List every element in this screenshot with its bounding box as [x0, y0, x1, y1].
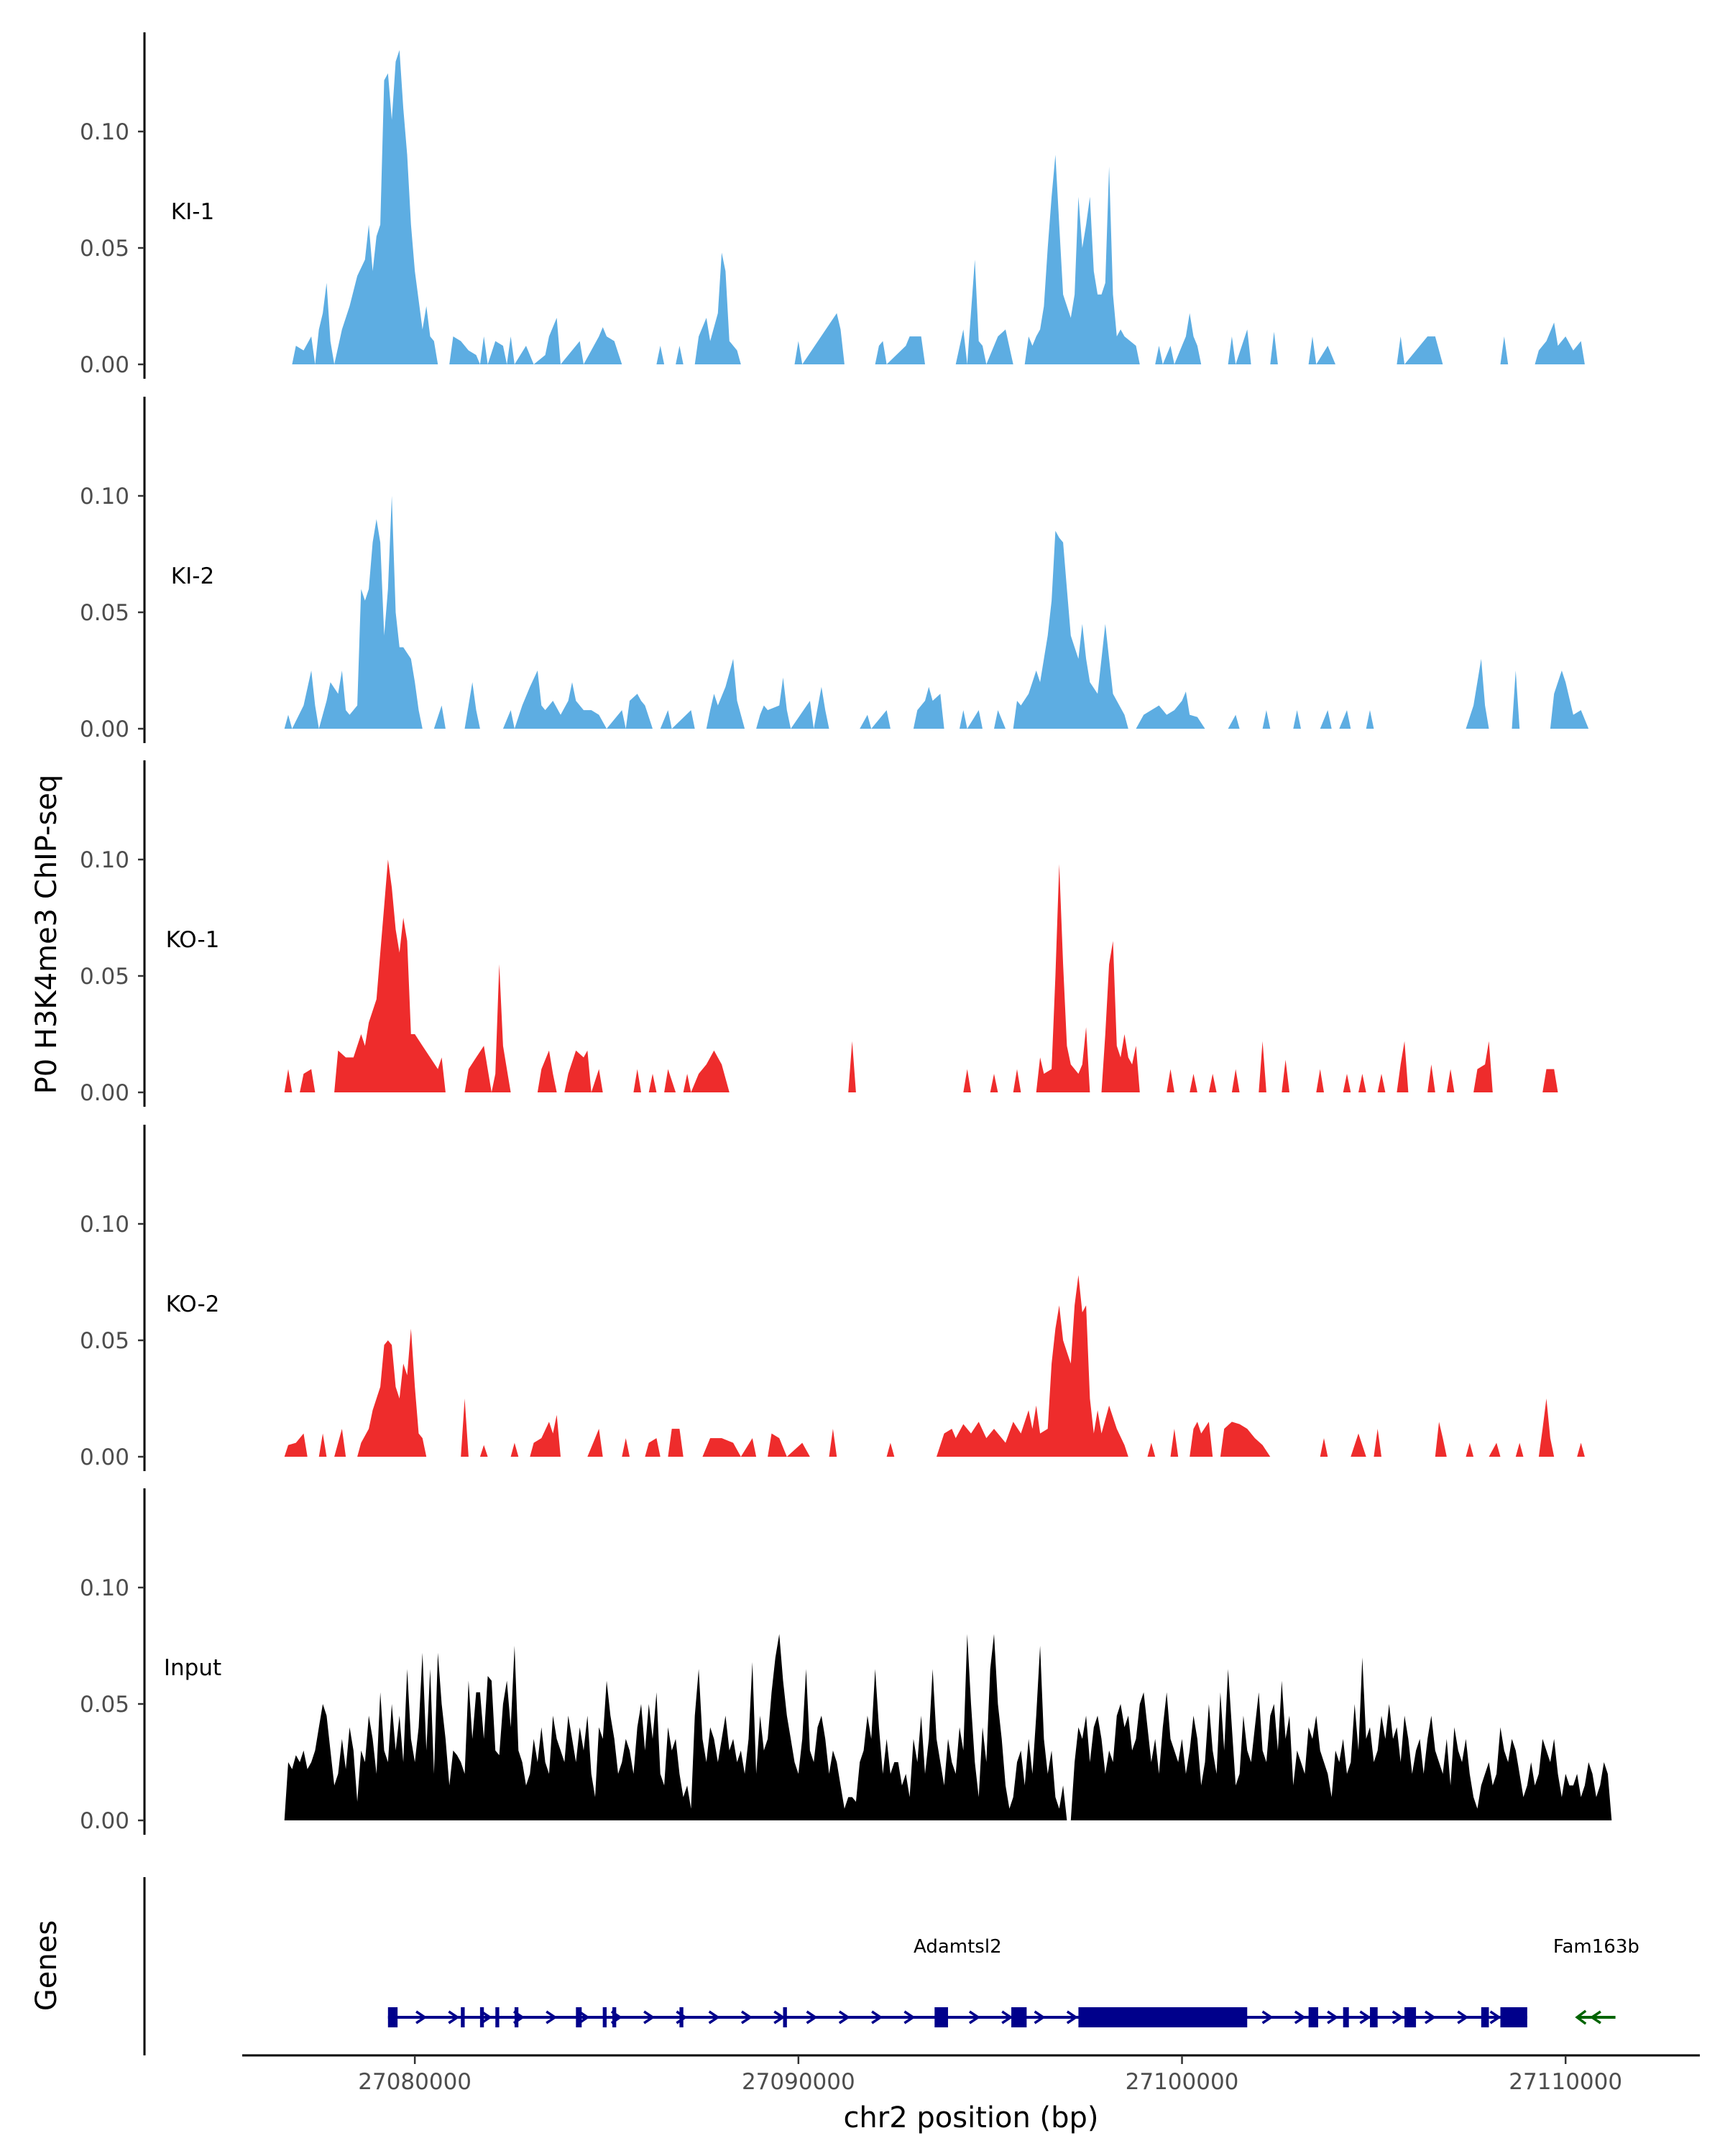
coverage-area-input: [284, 1634, 1612, 1820]
track-label-input: Input: [164, 1655, 221, 1681]
gene-models: Adamtsl2 Fam163b: [387, 1936, 1639, 2027]
y-tick-label: 0.10: [80, 1575, 129, 1601]
exon: [387, 2007, 398, 2027]
y-tick-label: 0.10: [80, 1212, 129, 1238]
exon: [1011, 2007, 1027, 2027]
exon: [495, 2007, 500, 2027]
exon: [514, 2007, 519, 2027]
track-input: 0.00 0.05 0.10 Input: [80, 1488, 1612, 1835]
strand-arrow: [1261, 2010, 1274, 2024]
strand-arrow: [1425, 2010, 1437, 2024]
x-tick-label: 27080000: [358, 2069, 472, 2095]
strand-arrow: [1392, 2010, 1404, 2024]
exon: [783, 2007, 787, 2027]
strand-arrow: [1489, 2010, 1501, 2024]
y-tick-label: 0.00: [80, 1080, 129, 1106]
exon: [1078, 2007, 1248, 2027]
x-axis-title: chr2 position (bp): [843, 2101, 1098, 2134]
strand-arrow: [1066, 2010, 1078, 2024]
y-tick-label: 0.00: [80, 1808, 129, 1834]
exon: [1404, 2007, 1417, 2027]
strand-arrow: [578, 2010, 590, 2024]
strand-arrow: [1327, 2010, 1339, 2024]
x-tick-label: 27100000: [1126, 2069, 1239, 2095]
exon: [612, 2007, 617, 2027]
track-ko-1: 0.00 0.05 0.10 KO-1: [80, 760, 1558, 1107]
strand-arrow: [1575, 2009, 1587, 2025]
coverage-area-ko-1: [284, 860, 1558, 1092]
coverage-area-ki-2: [284, 496, 1589, 729]
y-tick-label: 0.00: [80, 352, 129, 378]
track-label-ki-1: KI-1: [171, 199, 214, 225]
strand-arrow: [806, 2010, 818, 2024]
strand-arrow: [1294, 2010, 1306, 2024]
y-tick-label: 0.05: [80, 964, 129, 990]
exon: [1370, 2007, 1378, 2027]
exon: [602, 2007, 607, 2027]
y-tick-label: 0.00: [80, 717, 129, 742]
coverage-tracks: 0.00 0.05 0.10 KI-1 0.00 0.05 0.10 KI-2 0.00 0.05…: [80, 32, 1612, 1835]
exon: [1343, 2007, 1349, 2027]
gene-label-adamtsl2: Adamtsl2: [914, 1936, 1002, 1958]
strand-arrow: [1457, 2010, 1469, 2024]
genes-track-label: Genes: [30, 1920, 63, 2011]
track-label-ko-1: KO-1: [166, 927, 220, 953]
x-tick-label: 27110000: [1509, 2069, 1622, 2095]
strand-arrow: [1001, 2010, 1013, 2024]
y-tick-label: 0.05: [80, 1692, 129, 1718]
x-axis: 27080000 27090000 27100000 27110000: [242, 2054, 1700, 2095]
y-tick-label: 0.10: [80, 119, 129, 145]
coverage-area-ko-2: [284, 1275, 1585, 1457]
y-tick-label: 0.10: [80, 847, 129, 873]
strand-arrow: [1589, 2010, 1601, 2024]
exon: [479, 2007, 484, 2027]
exon: [1500, 2007, 1527, 2027]
coverage-area-ki-1: [292, 50, 1608, 364]
gene-label-fam163b: Fam163b: [1553, 1936, 1639, 1958]
strand-arrow: [480, 2010, 492, 2024]
x-tick-label: 27090000: [742, 2069, 855, 2095]
strand-arrow: [415, 2010, 428, 2024]
y-tick-label: 0.05: [80, 1328, 129, 1354]
track-label-ki-2: KI-2: [171, 563, 214, 589]
y-tick-label: 0.05: [80, 236, 129, 262]
strand-arrow: [773, 2010, 786, 2024]
strand-arrow: [968, 2010, 981, 2024]
strand-arrow: [708, 2010, 720, 2024]
strand-arrow: [838, 2010, 850, 2024]
exon: [461, 2007, 465, 2027]
strand-arrow: [740, 2010, 753, 2024]
strand-arrow: [871, 2010, 883, 2024]
genes-panel: Genes Adamtsl2 Fam163b: [30, 1877, 1639, 2055]
strand-arrow: [1359, 2010, 1371, 2024]
gene-fam163b: Fam163b: [1553, 1936, 1639, 2025]
gene-adamtsl2: Adamtsl2: [387, 1936, 1527, 2027]
strand-arrow: [903, 2010, 916, 2024]
track-ki-1: 0.00 0.05 0.10 KI-1: [80, 32, 1608, 379]
y-axis-title: P0 H3K4me3 ChIP-seq: [30, 775, 63, 1095]
strand-arrow: [448, 2010, 460, 2024]
exon: [679, 2007, 684, 2027]
exon: [934, 2007, 948, 2027]
strand-arrow: [643, 2010, 656, 2024]
exon: [1308, 2007, 1318, 2027]
exon: [1481, 2007, 1489, 2027]
strand-arrow: [1034, 2010, 1046, 2024]
track-label-ko-2: KO-2: [166, 1291, 220, 1317]
y-tick-label: 0.10: [80, 484, 129, 510]
strand-arrow: [676, 2010, 688, 2024]
y-tick-label: 0.05: [80, 600, 129, 626]
track-ki-2: 0.00 0.05 0.10 KI-2: [80, 397, 1589, 743]
strand-arrow: [546, 2010, 558, 2024]
exon: [576, 2007, 582, 2027]
y-tick-label: 0.00: [80, 1445, 129, 1470]
track-ko-2: 0.00 0.05 0.10 KO-2: [80, 1125, 1585, 1471]
